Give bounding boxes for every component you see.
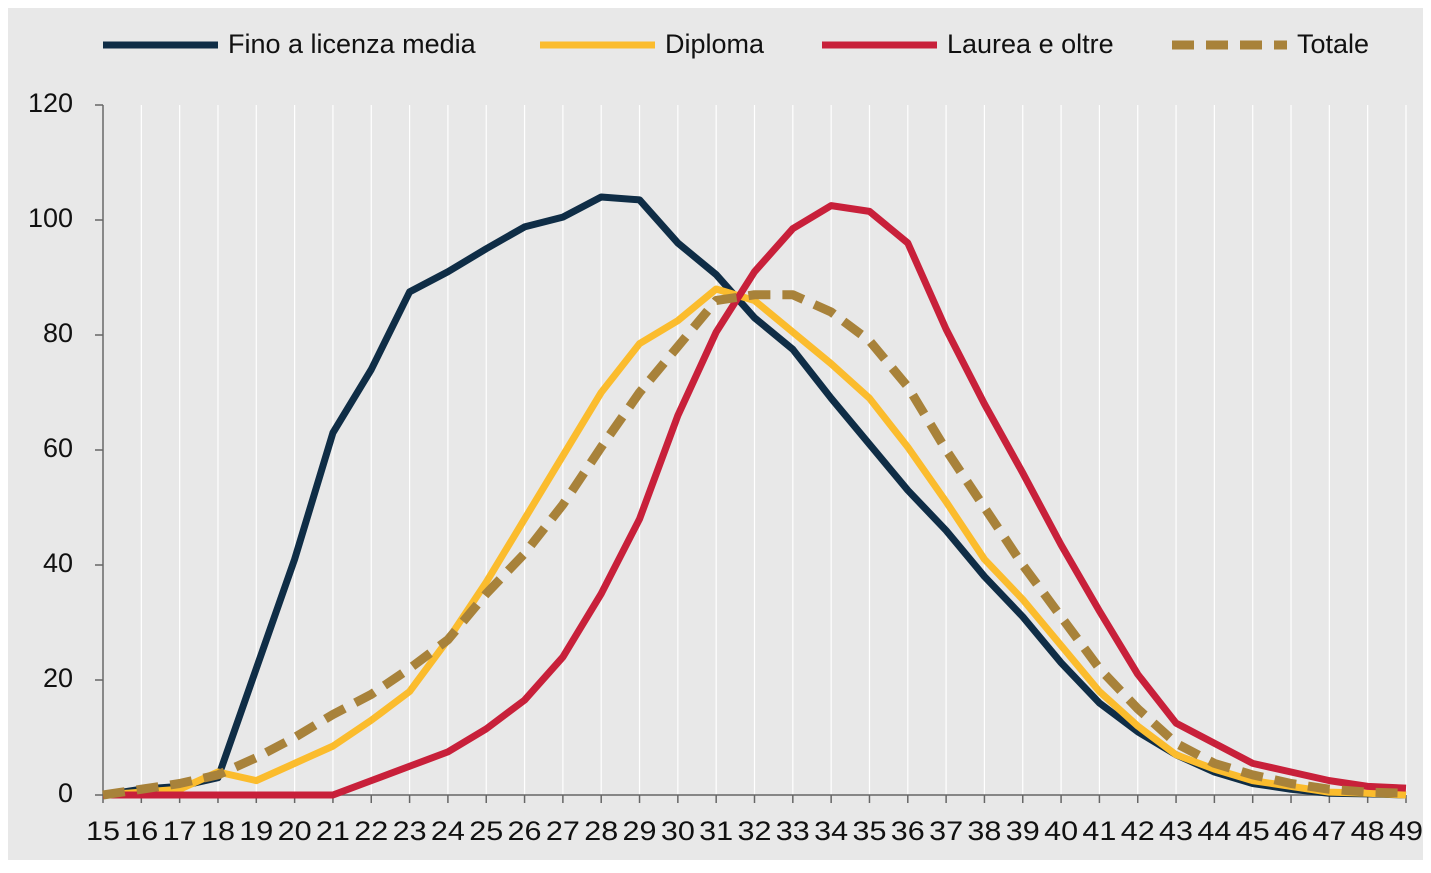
x-tick-label: 42: [1121, 816, 1155, 846]
series-line: [103, 202, 1407, 799]
x-tick-label: 28: [584, 816, 618, 846]
x-tick-label: 34: [814, 816, 848, 846]
x-tick-label: 40: [1044, 816, 1078, 846]
y-tick-label: 60: [43, 433, 73, 463]
x-tick-label: 19: [239, 816, 273, 846]
x-tick-label: 38: [967, 816, 1001, 846]
x-tick-label: 47: [1312, 816, 1346, 846]
y-tick-label: 80: [43, 318, 73, 348]
x-tick-label: 46: [1274, 816, 1308, 846]
x-tick-label: 33: [776, 816, 810, 846]
x-tick-label: 15: [86, 816, 120, 846]
x-tick-label: 27: [546, 816, 580, 846]
x-tick-label: 26: [508, 816, 542, 846]
x-tick-label: 17: [163, 816, 197, 846]
x-tick-label: 22: [354, 816, 388, 846]
x-tick-label: 18: [201, 816, 235, 846]
legend-label: Totale: [1297, 29, 1369, 59]
x-tick-label: 49: [1389, 816, 1423, 846]
legend-label: Diploma: [665, 29, 765, 59]
x-tick-label: 20: [278, 816, 312, 846]
legend-label: Laurea e oltre: [947, 29, 1114, 59]
x-tick-label: 45: [1236, 816, 1270, 846]
y-tick-label: 40: [43, 548, 73, 578]
x-tick-label: 31: [699, 816, 733, 846]
x-tick-label: 35: [852, 816, 886, 846]
x-tick-label: 21: [316, 816, 350, 846]
y-tick-label: 0: [58, 778, 73, 808]
series-line: [102, 285, 1407, 799]
x-tick-label: 43: [1159, 816, 1193, 846]
y-tick-label: 120: [28, 88, 73, 118]
y-tick-label: 100: [28, 203, 73, 233]
x-tick-label: 23: [393, 816, 427, 846]
y-tick-label: 20: [43, 663, 73, 693]
x-tick-label: 37: [929, 816, 963, 846]
x-tick-label: 30: [661, 816, 695, 846]
x-tick-label: 25: [469, 816, 503, 846]
x-tick-label: 16: [124, 816, 158, 846]
x-tick-label: 24: [431, 816, 465, 846]
x-tick-label: 44: [1197, 816, 1231, 846]
x-tick-label: 32: [738, 816, 772, 846]
x-tick-label: 48: [1351, 816, 1385, 846]
legend-label: Fino a licenza media: [228, 29, 477, 59]
series-line: [102, 290, 1407, 800]
x-tick-label: 29: [623, 816, 657, 846]
x-tick-label: 41: [1082, 816, 1116, 846]
x-tick-label: 39: [1006, 816, 1040, 846]
chart-background: [8, 8, 1423, 860]
x-tick-label: 36: [891, 816, 925, 846]
